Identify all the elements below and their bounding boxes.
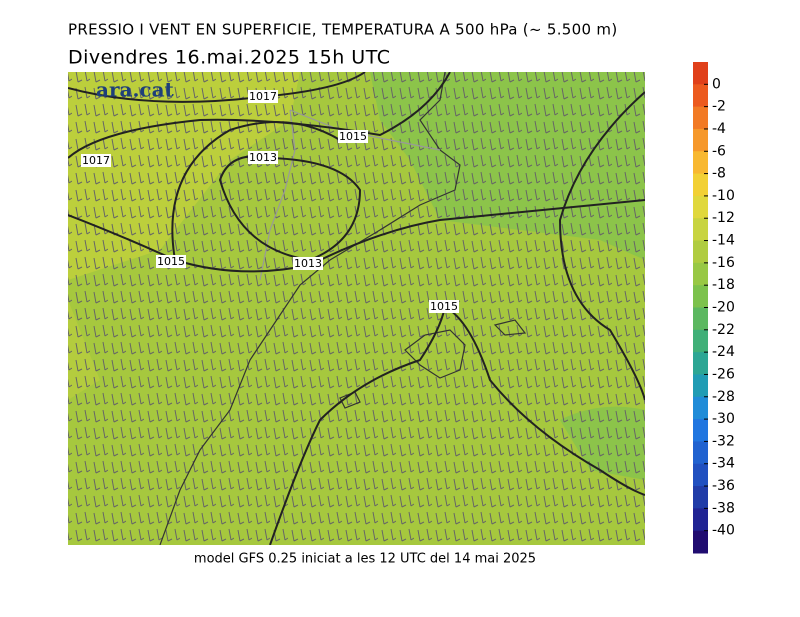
colorbar-band [693,106,708,130]
colorbar-band [693,285,708,308]
colorbar-label: -24 [712,344,735,360]
colorbar-band [693,84,708,108]
colorbar-band [693,419,708,442]
colorbar-label: -12 [712,210,735,226]
colorbar-band [693,396,708,420]
colorbar-label: -10 [712,188,735,204]
colorbar-label: -4 [712,121,726,137]
contour-label-box [248,90,278,103]
colorbar-label: -8 [712,166,726,182]
colorbar-label: -26 [712,366,735,382]
contour-label: 1017 [82,154,110,167]
contour-label-box [429,300,459,313]
colorbar-band [693,329,708,353]
colorbar-label: -36 [712,478,735,494]
colorbar-label: -32 [712,433,735,449]
colorbar-band [693,262,708,286]
contour-labels: 1017 1015 1017 1013 1015 1013 1015 [81,90,459,313]
contour-label-box [156,255,186,268]
colorbar-label: -34 [712,456,735,472]
colorbar-label: -20 [712,300,735,316]
footer: model GFS 0.25 iniciat a les 12 UTC del … [194,552,536,567]
colorbar-band [693,463,708,487]
colorbar-band [693,151,708,175]
colorbar-label: -30 [712,411,735,427]
colorbar-label: -38 [712,500,735,516]
colorbar-band [693,128,708,152]
colorbar-band [693,62,708,85]
colorbar-band [693,195,708,219]
contour-label-box [338,130,368,143]
colorbar-band [693,508,708,532]
colorbar-band [693,374,708,398]
contour-label: 1013 [294,257,322,270]
isobar [558,91,645,401]
contour-label-box [81,154,111,167]
colorbar-label: -14 [712,233,735,249]
colorbar-band [693,441,708,465]
colorbar-band [693,530,708,554]
subtitle: Divendres 16.mai.2025 15h UTC [68,47,390,69]
colorbar-band [693,307,708,331]
contour-label: 1015 [339,130,367,143]
contour-label: 1017 [249,90,277,103]
map [68,72,645,545]
colorbar-label: -16 [712,255,735,271]
colorbar-label: -18 [712,277,735,293]
colorbar-band [693,173,708,197]
colorbar-label: -22 [712,322,735,338]
colorbar: 0 -2 -4 -6 -8 -10 -12 -14 -16 -18 -20 -22 -24 -26 -28 -… [693,62,735,554]
logo: ara.cat [96,78,175,102]
isobar [68,121,341,262]
colorbar-band [693,486,708,509]
colorbar-band [693,352,708,375]
colorbar-label: -6 [712,143,726,159]
title: PRESSIO I VENT EN SUPERFICIE, TEMPERATUR… [68,21,617,39]
island [493,319,527,336]
colorbar-label: 0 [712,76,721,92]
isobar [174,199,645,273]
contour-label: 1013 [249,151,277,164]
colorbar-band [693,218,708,242]
contour-label: 1015 [157,255,185,268]
contour-label: 1015 [430,300,458,313]
colorbar-band [693,240,708,264]
island [404,329,466,379]
contour-label-box [293,257,323,270]
contour-label-box [248,151,278,164]
colorbar-label: -28 [712,389,735,405]
colorbar-label: -2 [712,99,726,115]
colorbar-label: -40 [712,523,735,539]
wind-barbs [68,72,645,545]
